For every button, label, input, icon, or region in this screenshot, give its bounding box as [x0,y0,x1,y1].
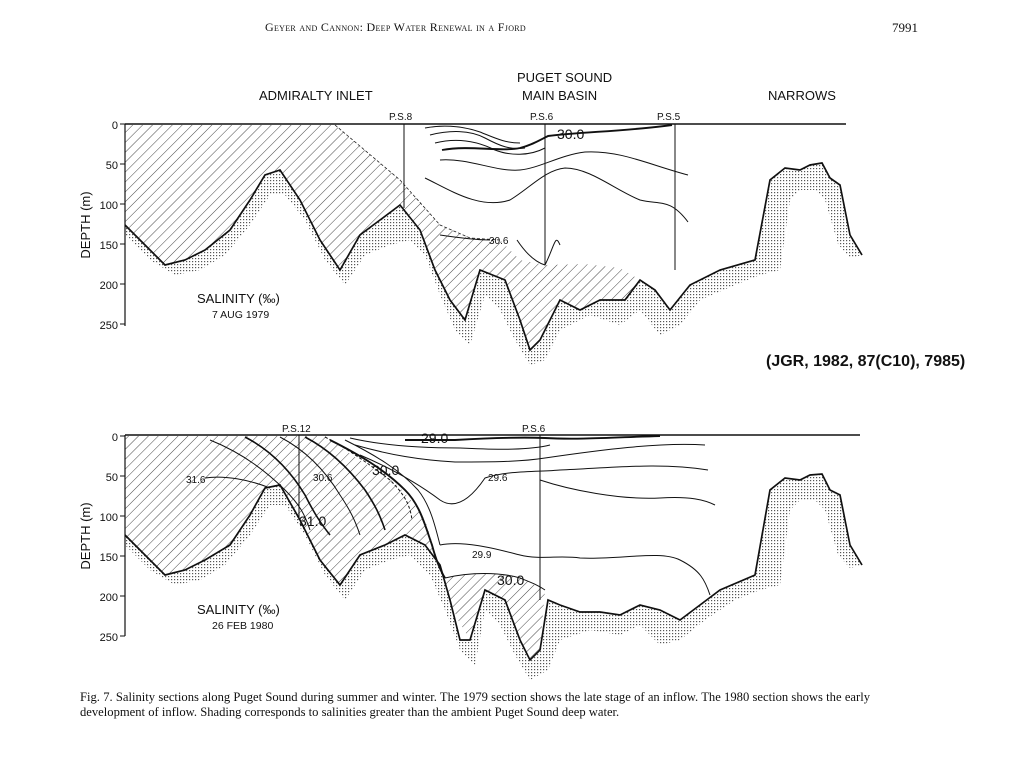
contour-label: 29.0 [421,430,448,446]
contour-label: 31.6 [186,475,206,486]
station-label-ps6: P.S.6 [522,424,546,435]
contour-line-30-0 [329,439,446,579]
tick-label: 250 [100,632,118,644]
y-axis-label: DEPTH (m) [78,502,93,569]
contour-line-29-6 [359,454,709,505]
region-label-puget-2: MAIN BASIN [522,88,597,103]
tick-label: 200 [100,280,118,292]
contour-line [539,479,716,506]
contour-line [434,139,546,155]
y-axis-ticks [120,123,125,325]
contour-line [424,125,521,144]
seabed-line [124,473,863,662]
panel-title: SALINITY (‰) [197,602,280,617]
station-label-ps12: P.S.12 [282,424,311,435]
inflow-hatch-top-boundary [334,124,501,241]
y-axis-label: DEPTH (m) [78,191,93,258]
seabed-line [124,162,863,352]
inflow-hatch-region [125,125,640,350]
contour-line-30-0 [441,124,673,151]
panel-title: SALINITY (‰) [197,291,280,306]
contour-label: 30.6 [489,236,509,247]
region-label-puget-1: PUGET SOUND [517,70,612,85]
tick-label: 100 [100,200,118,212]
station-label-ps6: P.S.6 [530,112,554,123]
seabed-stipple [125,474,862,680]
contour-line [349,437,551,450]
contour-line-29-9 [439,543,711,596]
contour-line-31-6 [204,476,271,489]
page-number: 7991 [892,20,918,35]
contour-line-30-6 [304,436,386,531]
tick-label: 150 [100,240,118,252]
contour-line-31-0 [244,436,331,536]
contour-label: 30.0 [557,126,584,142]
panel-1980: 0 50 100 150 200 250 DEPTH (m) P.S.12 P.… [78,424,863,680]
contour-line [429,131,526,149]
contour-line [344,439,441,546]
contour-label: 30.0 [372,462,399,478]
contour-line-30-0-deep [444,573,546,591]
station-label-ps8: P.S.8 [389,112,413,123]
contour-label: 29.9 [472,550,492,561]
figure-caption: Fig. 7. Salinity sections along Puget So… [80,690,870,719]
tick-label: 100 [100,512,118,524]
contour-line [516,239,561,266]
seabed-stipple [125,163,862,365]
running-head: Geyer and Cannon: Deep Water Renewal in … [265,20,526,34]
tick-label: 0 [112,120,118,132]
tick-label: 150 [100,552,118,564]
contour-label: 31.0 [299,513,326,529]
panel-1979: 0 50 100 150 200 250 DEPTH (m) P.S.8 P.S… [78,112,863,365]
page-header: Geyer and Cannon: Deep Water Renewal in … [0,20,1024,40]
contour-line [424,167,689,223]
tick-label: 250 [100,320,118,332]
contour-line [279,436,361,536]
contour-line [439,151,689,176]
panel-date: 26 FEB 1980 [212,620,273,632]
station-label-ps5: P.S.5 [657,112,681,123]
tick-label: 0 [112,432,118,444]
inflow-hatch-region [125,436,440,585]
tick-label: 50 [106,472,118,484]
tick-label: 200 [100,592,118,604]
region-label-narrows: NARROWS [768,88,836,103]
contour-line [209,439,311,531]
contour-label: 30.0 [497,572,524,588]
contour-line-30-6 [439,234,491,241]
contour-label: 29.6 [488,473,508,484]
contour-line [354,443,706,463]
contour-line-29-0 [405,435,661,441]
panel-date: 7 AUG 1979 [212,309,269,321]
region-label-admiralty: ADMIRALTY INLET [259,88,373,103]
contour-label: 30.6 [313,473,333,484]
tick-label: 50 [106,160,118,172]
citation-label: (JGR, 1982, 87(C10), 7985) [766,353,966,370]
y-axis-ticks [120,435,125,637]
